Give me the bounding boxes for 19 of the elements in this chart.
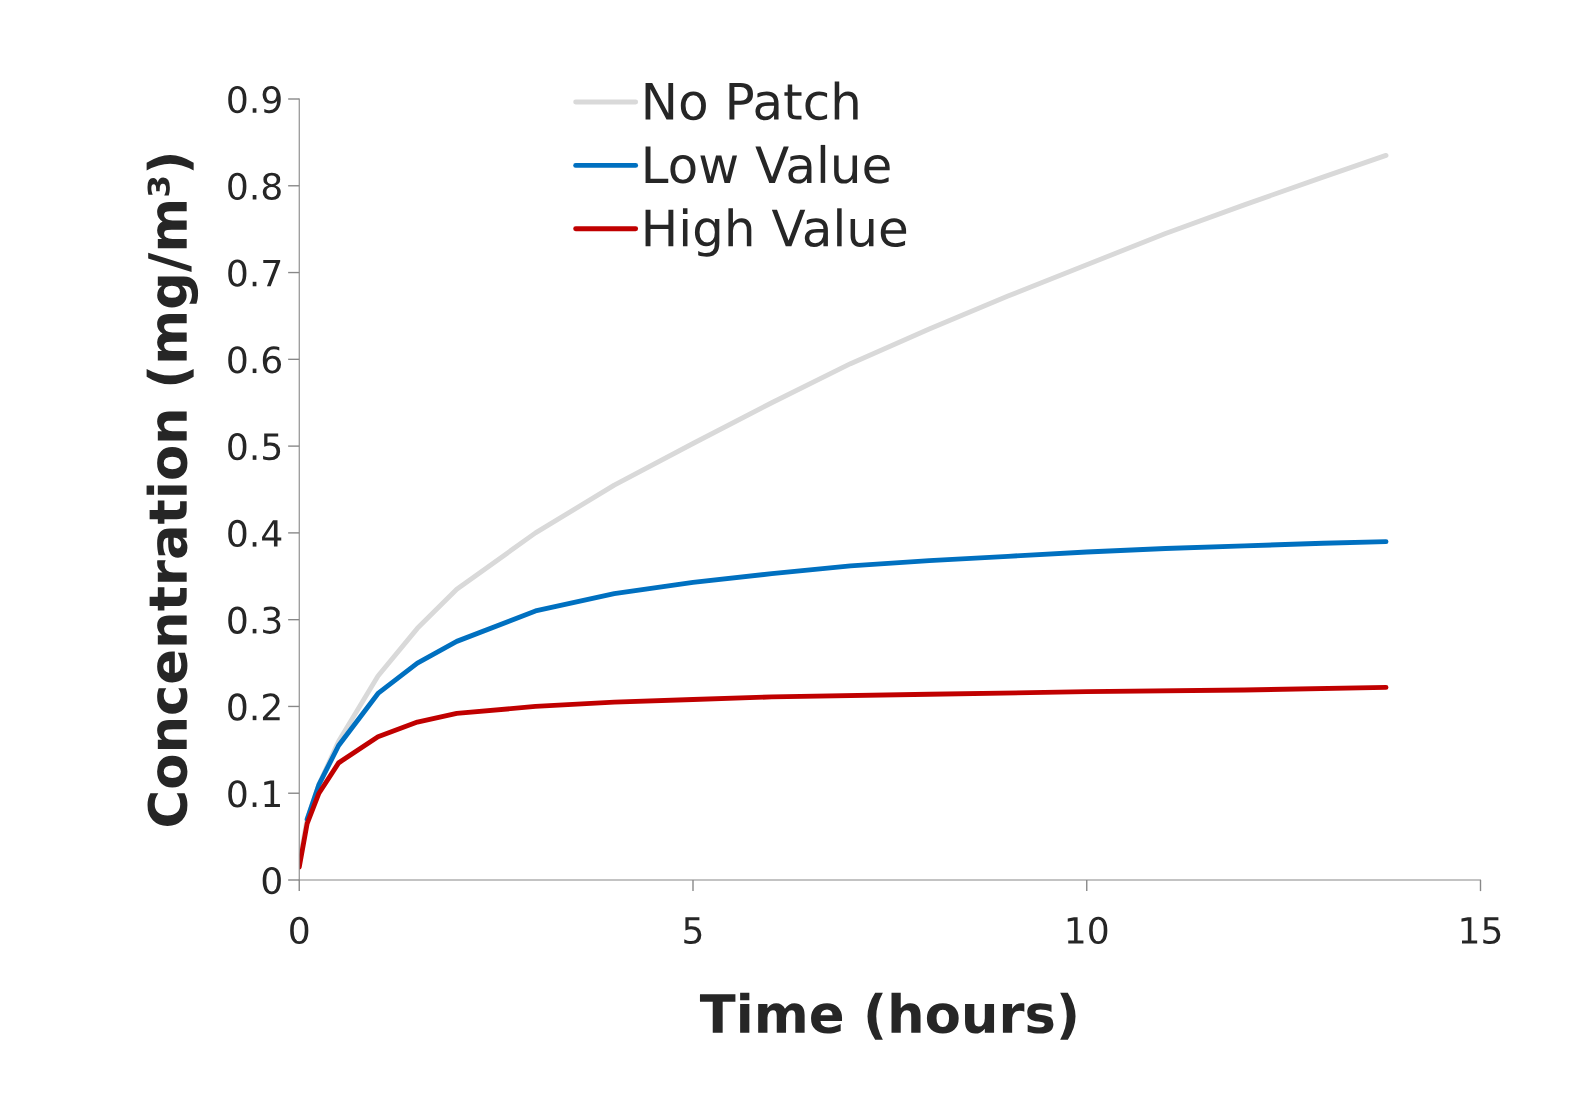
x-tick-label: 0 [290,916,309,945]
y-tick-label: 0.2 [228,693,280,721]
y-tick-label: 0.3 [228,606,281,634]
y-tick-label: 0 [262,866,281,895]
y-tick-label: 0.7 [228,259,281,287]
y-tick-label: 0.1 [228,780,280,808]
y-axis-title: Concentration (mg/m³) [146,155,199,826]
y-tick-label: 0.4 [228,519,282,548]
y-tick-label: 0.6 [228,346,282,374]
x-tick-label: 5 [684,917,702,945]
legend-label: High Value [645,208,907,257]
x-tick-label: 10 [1067,916,1108,945]
y-tick-label: 0.5 [228,433,281,461]
legend-label: Low Value [645,144,890,184]
x-axis-title: Time (hours) [699,992,1076,1040]
y-tick-label: 0.8 [228,172,281,201]
x-tick-label: 15 [1461,917,1501,945]
legend-label: No Patch [645,81,858,121]
y-tick-label: 0.9 [228,85,281,114]
